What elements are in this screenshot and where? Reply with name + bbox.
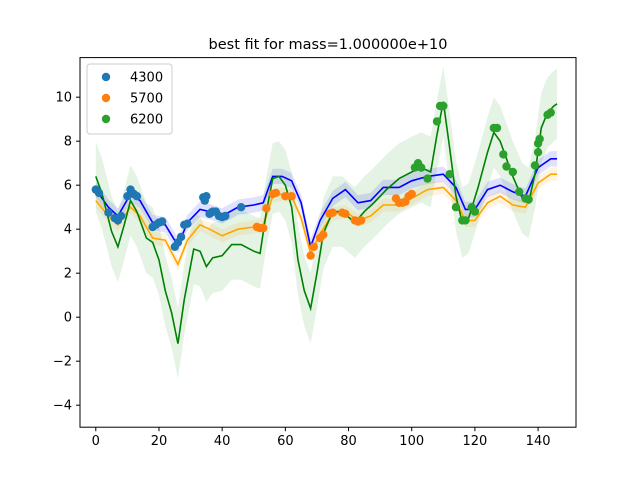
y-tick-label-4: 4 <box>64 223 72 238</box>
point-6200-23 <box>535 134 544 144</box>
point-6200-26 <box>546 108 555 117</box>
point-4300-5 <box>116 211 126 221</box>
point-5700-8 <box>306 251 315 260</box>
plot-area-frame <box>79 57 577 428</box>
point-6200-6 <box>439 101 448 111</box>
legend-marker-5700 <box>101 93 111 103</box>
x-tick-label-0: 0 <box>92 434 100 449</box>
point-6200-4 <box>432 117 442 126</box>
point-5700-7 <box>287 192 296 201</box>
point-6200-10 <box>461 216 470 225</box>
point-5700-11 <box>319 230 328 239</box>
band-5700 <box>95 167 558 271</box>
point-5700-15 <box>341 209 350 218</box>
y-tick-label-0: 0 <box>64 311 72 326</box>
legend-marker-4300 <box>101 72 111 82</box>
point-6200-15 <box>499 150 508 159</box>
point-5700-5 <box>271 188 281 198</box>
point-4300-21 <box>202 192 211 201</box>
point-4300-9 <box>132 192 142 201</box>
fit-line-4300 <box>95 158 558 250</box>
point-4300-1 <box>94 188 104 198</box>
x-tick-label-60: 60 <box>277 434 294 449</box>
y-tick-label-6: 6 <box>64 179 72 194</box>
point-5700-18 <box>356 216 366 225</box>
x-tick-label-140: 140 <box>526 434 551 449</box>
legend-label-5700: 5700 <box>130 92 163 107</box>
legend-label-6200: 6200 <box>130 113 163 128</box>
legend: 4300 5700 6200 <box>86 63 173 135</box>
point-6200-17 <box>508 167 518 177</box>
fit-line-6200 <box>95 101 558 344</box>
point-6200-3 <box>423 174 432 183</box>
legend-marker-6200 <box>101 114 111 124</box>
point-6200-20 <box>524 195 533 204</box>
point-6200-24 <box>533 148 543 157</box>
x-tick-label-40: 40 <box>214 434 231 449</box>
y-axis: −4 −2 0 2 4 6 8 10 <box>53 91 80 414</box>
legend-label-4300: 4300 <box>130 71 163 86</box>
y-tick-label-2: 2 <box>64 267 72 282</box>
point-4300-28 <box>221 211 230 221</box>
y-tick-label-10: 10 <box>55 91 72 106</box>
point-5700-9 <box>309 242 318 251</box>
chart-title: best fit for mass=1.000000e+10 <box>209 37 448 53</box>
point-4300-16 <box>176 232 186 242</box>
y-tick-label--4: −4 <box>53 399 72 414</box>
point-5700-24 <box>407 189 416 199</box>
point-4300-2 <box>104 208 113 217</box>
point-4300-18 <box>183 219 192 228</box>
point-6200-2 <box>416 163 426 172</box>
x-tick-label-120: 120 <box>462 434 487 449</box>
x-tick-label-20: 20 <box>151 434 168 449</box>
point-6200-21 <box>530 161 540 170</box>
x-tick-label-100: 100 <box>399 434 424 449</box>
x-axis: 0 20 40 60 80 100 120 140 <box>92 427 551 449</box>
point-5700-2 <box>259 223 268 233</box>
point-5700-13 <box>328 208 337 217</box>
point-4300-13 <box>157 217 167 226</box>
point-6200-18 <box>514 187 524 196</box>
point-5700-3 <box>262 204 271 213</box>
point-6200-7 <box>445 170 454 179</box>
y-tick-label--2: −2 <box>53 355 72 370</box>
point-5700-6 <box>281 192 290 201</box>
point-6200-14 <box>492 123 502 133</box>
point-4300-6 <box>123 192 132 201</box>
point-4300-29 <box>236 203 246 212</box>
y-tick-label-8: 8 <box>64 135 72 150</box>
band-4300 <box>95 151 558 255</box>
point-6200-12 <box>470 207 480 216</box>
data-points <box>91 101 555 260</box>
point-6200-16 <box>502 162 511 171</box>
point-6200-8 <box>451 203 461 212</box>
x-tick-label-80: 80 <box>340 434 357 449</box>
